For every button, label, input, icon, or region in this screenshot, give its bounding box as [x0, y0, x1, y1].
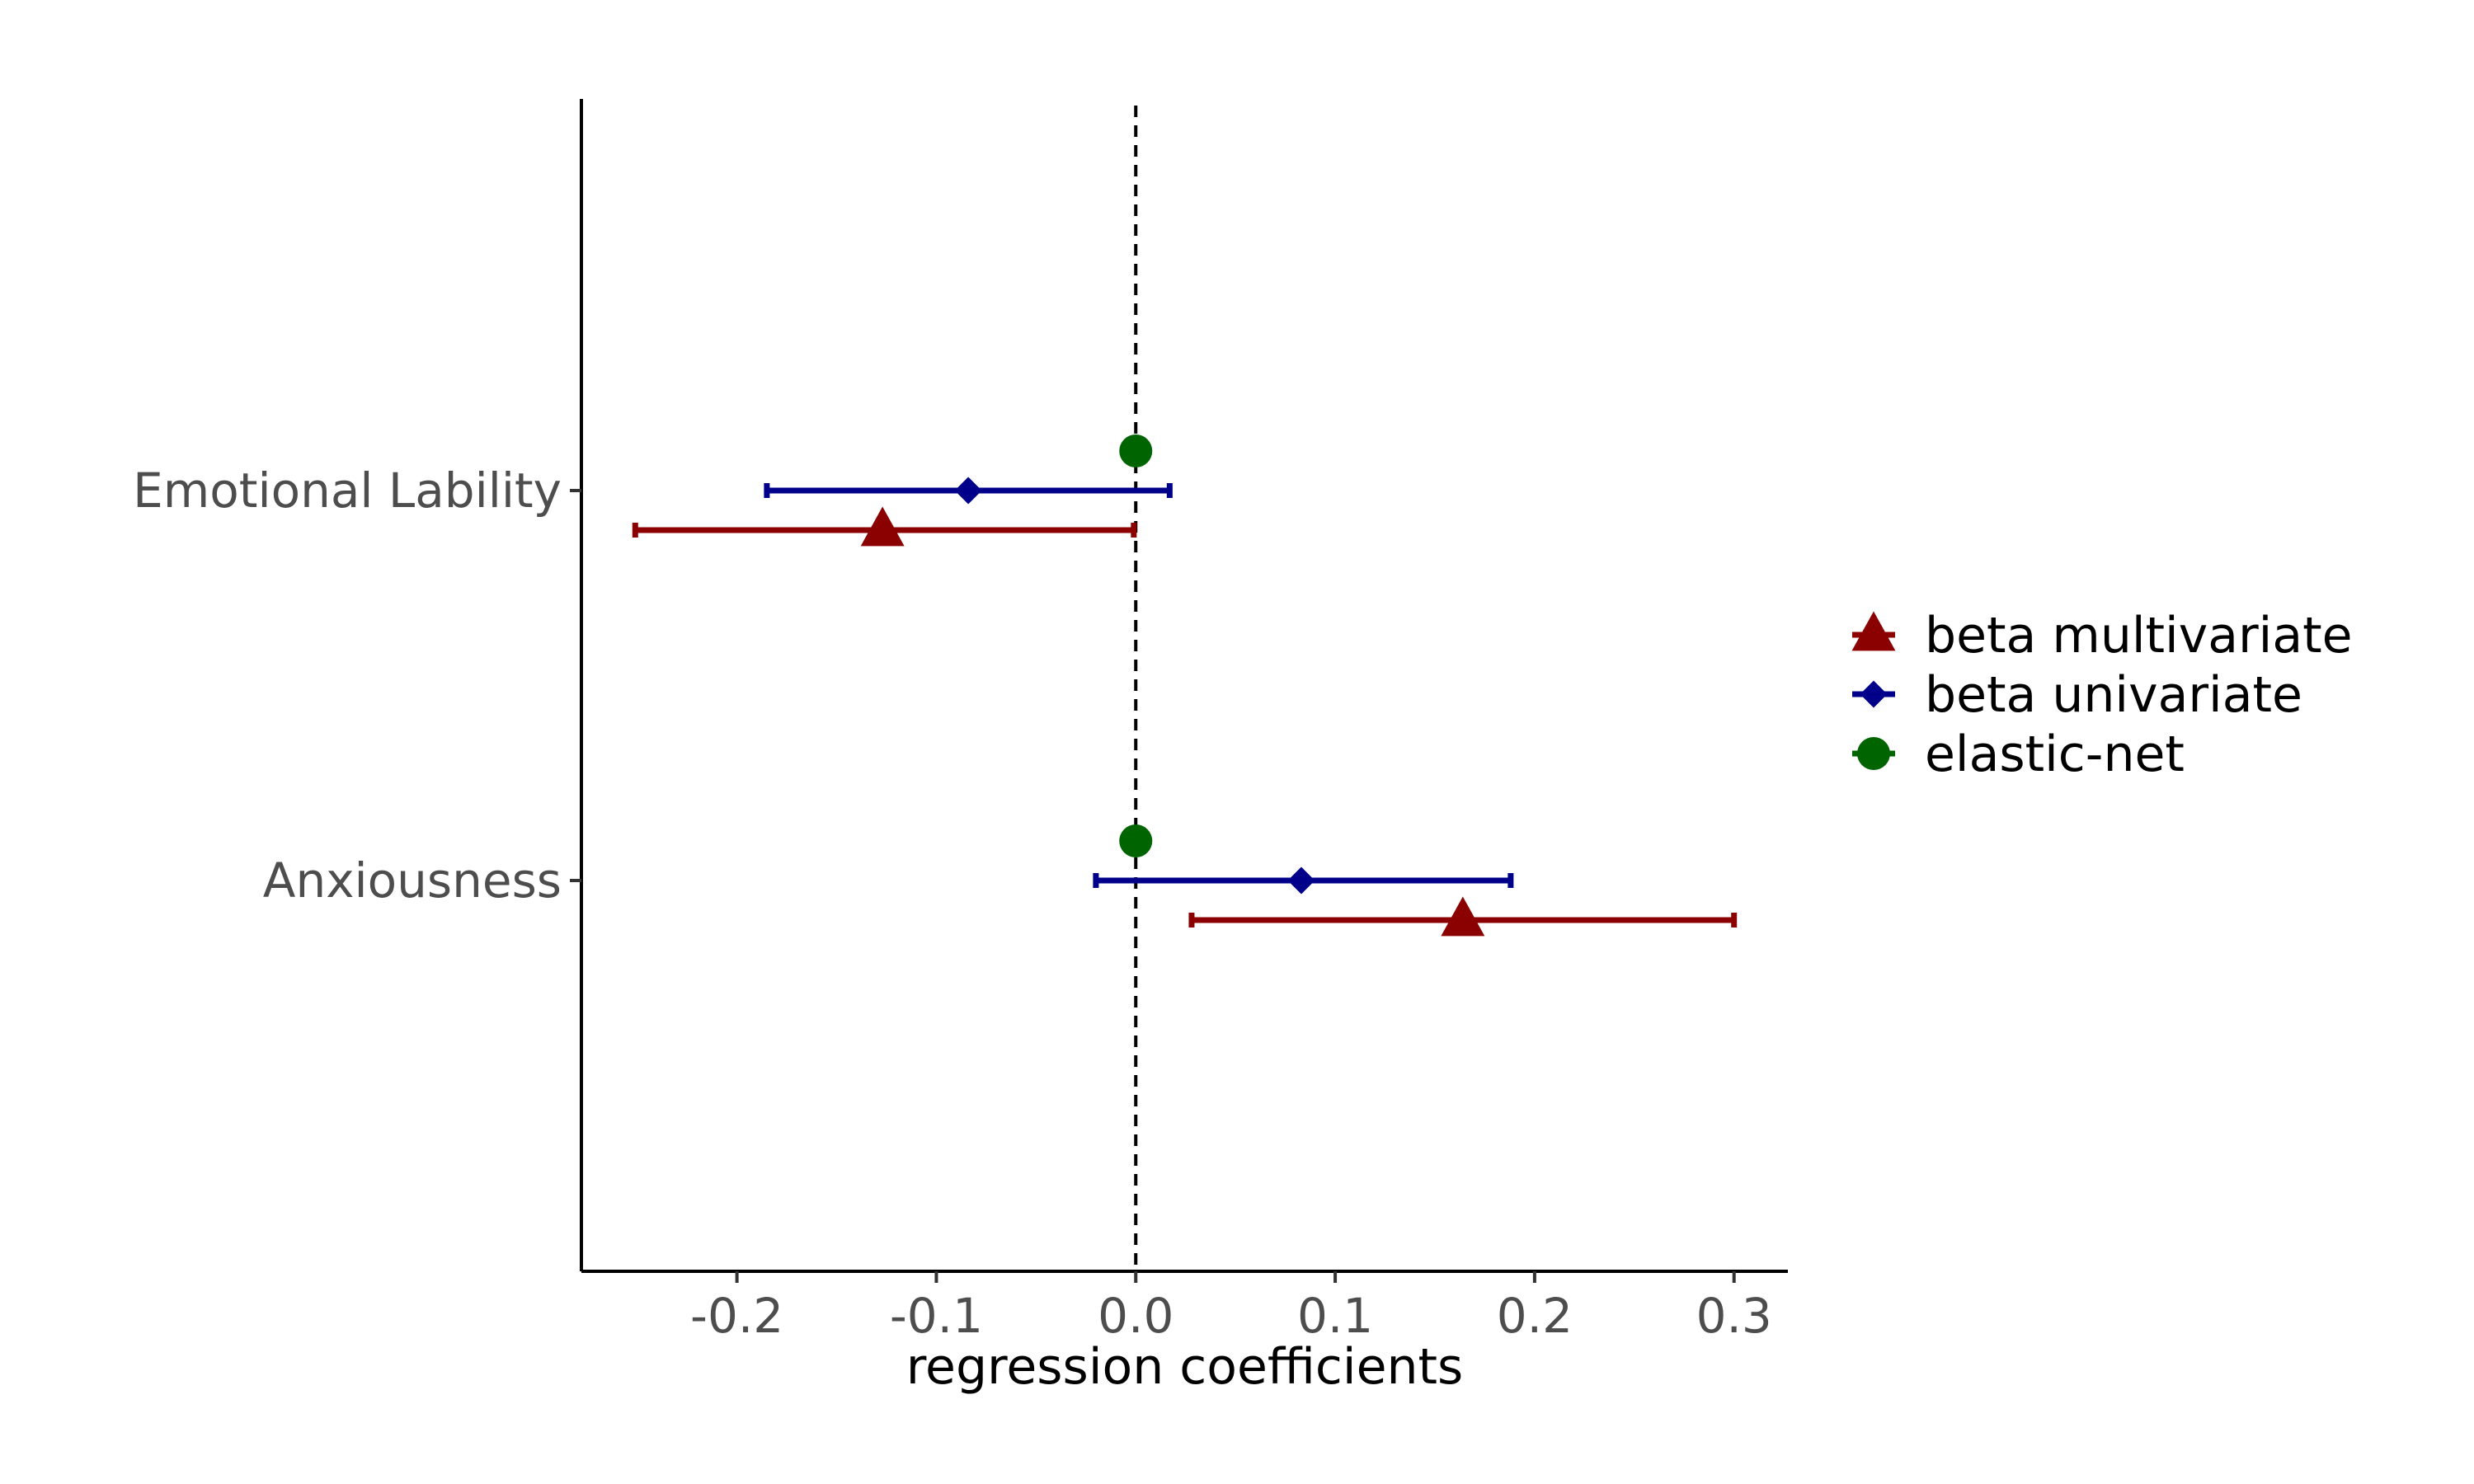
point-beta-multivariate-anxiousness: [1441, 896, 1485, 937]
y-tick-label: Emotional Lability: [133, 463, 562, 519]
x-tick-label: 0.1: [1297, 1288, 1373, 1344]
point-beta-multivariate-emotional-lability: [860, 506, 905, 547]
legend-marker-elastic-net: [1857, 737, 1890, 770]
legend-marker-beta-univariate: [1860, 680, 1888, 708]
legend-label-beta-multivariate: beta multivariate: [1925, 607, 2353, 665]
x-tick-label: 0.2: [1497, 1288, 1573, 1344]
legend-label-beta-univariate: beta univariate: [1925, 666, 2302, 724]
y-tick-label: Anxiousness: [263, 852, 562, 909]
point-beta-univariate-emotional-lability: [954, 477, 982, 505]
point-elastic-net-emotional-lability: [1119, 434, 1153, 467]
x-tick-label: 0.0: [1098, 1288, 1174, 1344]
legend-label-elastic-net: elastic-net: [1925, 726, 2185, 783]
x-tick-label: -0.1: [890, 1288, 983, 1344]
legend-marker-beta-multivariate: [1851, 611, 1896, 651]
point-beta-univariate-anxiousness: [1287, 866, 1315, 895]
x-tick-label: -0.2: [690, 1288, 783, 1344]
x-axis-title: regression coefficients: [906, 1338, 1464, 1396]
x-tick-label: 0.3: [1696, 1288, 1772, 1344]
axes: -0.2 -0.1 0.0 0.1 0.2 0.3 Emotional Lability An…: [133, 99, 1788, 1396]
plot-area: [632, 106, 1738, 1271]
point-elastic-net-anxiousness: [1119, 824, 1153, 857]
